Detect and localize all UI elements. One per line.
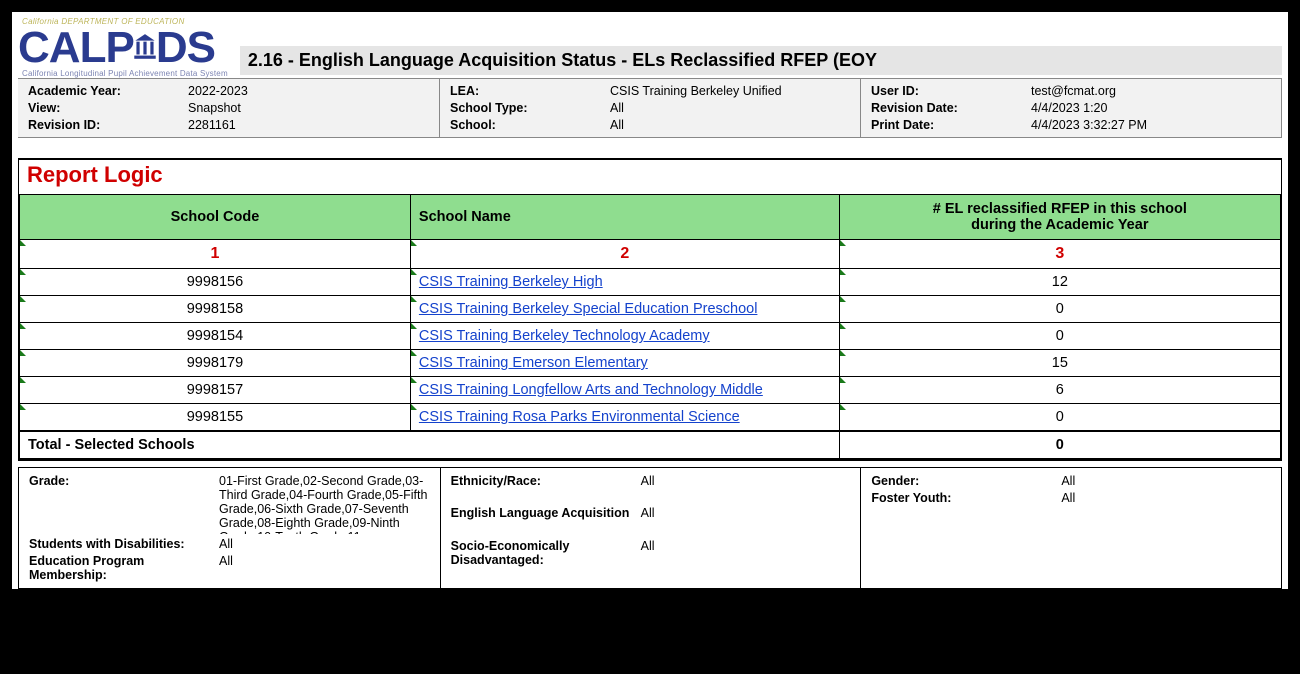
cell-school-code: 9998157 bbox=[20, 377, 411, 404]
filter-label: Students with Disabilities: bbox=[29, 537, 219, 551]
meta-value: test@fcmat.org bbox=[1031, 84, 1271, 98]
filter-value: 01-First Grade,02-Second Grade,03-Third … bbox=[219, 474, 430, 534]
report-metadata: Academic Year:2022-2023View:SnapshotRevi… bbox=[18, 78, 1282, 138]
meta-value: 4/4/2023 3:32:27 PM bbox=[1031, 118, 1271, 132]
table-total-row: Total - Selected Schools 0 bbox=[20, 431, 1281, 459]
building-icon bbox=[132, 32, 158, 62]
meta-label: School: bbox=[450, 118, 610, 132]
filter-value: All bbox=[1061, 491, 1271, 505]
total-label: Total - Selected Schools bbox=[20, 431, 840, 459]
filter-label: Education Program Membership: bbox=[29, 554, 219, 582]
meta-col-mid: LEA:CSIS Training Berkeley UnifiedSchool… bbox=[439, 79, 860, 137]
meta-label: User ID: bbox=[871, 84, 1031, 98]
filter-label: Foster Youth: bbox=[871, 491, 1061, 505]
filter-label: English Language Acquisition bbox=[451, 506, 641, 535]
filter-col-right: Gender:AllFoster Youth:All bbox=[860, 468, 1281, 588]
filter-value: All bbox=[1061, 474, 1271, 488]
colnum-1: 1 bbox=[20, 240, 411, 269]
section-heading: Report Logic bbox=[19, 160, 1281, 194]
filter-value: All bbox=[641, 474, 851, 503]
meta-value: CSIS Training Berkeley Unified bbox=[610, 84, 850, 98]
col-header-count: # EL reclassified RFEP in this schooldur… bbox=[839, 195, 1280, 240]
school-link[interactable]: CSIS Training Berkeley Special Education… bbox=[419, 301, 758, 317]
table-colnum-row: 1 2 3 bbox=[20, 240, 1281, 269]
filter-value: All bbox=[641, 506, 851, 535]
table-body: 9998156CSIS Training Berkeley High129998… bbox=[20, 269, 1281, 432]
school-link[interactable]: CSIS Training Berkeley High bbox=[419, 274, 603, 290]
total-value: 0 bbox=[839, 431, 1280, 459]
meta-value: 2022-2023 bbox=[188, 84, 429, 98]
table-header-row: School Code School Name # EL reclassifie… bbox=[20, 195, 1281, 240]
filter-label: Grade: bbox=[29, 474, 219, 534]
table-row: 9998154 CSIS Training Berkeley Technology… bbox=[20, 323, 1281, 350]
cell-school-code: 9998155 bbox=[20, 404, 411, 432]
meta-col-left: Academic Year:2022-2023View:SnapshotRevi… bbox=[18, 79, 439, 137]
meta-value: 4/4/2023 1:20 bbox=[1031, 101, 1271, 115]
school-link[interactable]: CSIS Training Berkeley Technology Academ… bbox=[419, 328, 710, 344]
cell-school-code: 9998158 bbox=[20, 296, 411, 323]
logo-main-text: CALP DS bbox=[18, 26, 228, 70]
cell-school-name: CSIS Training Berkeley Technology Academ… bbox=[410, 323, 839, 350]
filter-value: All bbox=[219, 537, 430, 551]
filter-col-mid: Ethnicity/Race:AllEnglish Language Acqui… bbox=[440, 468, 861, 588]
meta-label: Revision Date: bbox=[871, 101, 1031, 115]
colnum-2: 2 bbox=[410, 240, 839, 269]
cell-count: 6 bbox=[839, 377, 1280, 404]
filter-label: Ethnicity/Race: bbox=[451, 474, 641, 503]
cell-school-name: CSIS Training Berkeley Special Education… bbox=[410, 296, 839, 323]
table-row: 9998158 CSIS Training Berkeley Special Ed… bbox=[20, 296, 1281, 323]
cell-school-code: 9998179 bbox=[20, 350, 411, 377]
filter-summary: Grade:01-First Grade,02-Second Grade,03-… bbox=[18, 467, 1282, 589]
meta-col-right: User ID:test@fcmat.orgRevision Date:4/4/… bbox=[860, 79, 1281, 137]
filter-col-left: Grade:01-First Grade,02-Second Grade,03-… bbox=[19, 468, 440, 588]
cell-count: 15 bbox=[839, 350, 1280, 377]
meta-value: 2281161 bbox=[188, 118, 429, 132]
col-header-code: School Code bbox=[20, 195, 411, 240]
calpads-logo: California DEPARTMENT OF EDUCATION CALP … bbox=[18, 18, 228, 78]
filter-label: Gender: bbox=[871, 474, 1061, 488]
cell-count: 12 bbox=[839, 269, 1280, 296]
meta-label: Revision ID: bbox=[28, 118, 188, 132]
school-link[interactable]: CSIS Training Emerson Elementary bbox=[419, 355, 648, 371]
cell-count: 0 bbox=[839, 323, 1280, 350]
col-header-name: School Name bbox=[410, 195, 839, 240]
report-logic-section: Report Logic School Code School Name # E… bbox=[18, 158, 1282, 461]
colnum-3: 3 bbox=[839, 240, 1280, 269]
meta-label: View: bbox=[28, 101, 188, 115]
cell-count: 0 bbox=[839, 404, 1280, 432]
filter-label: Socio-Economically Disadvantaged: bbox=[451, 539, 641, 582]
cell-count: 0 bbox=[839, 296, 1280, 323]
filter-value: All bbox=[641, 539, 851, 582]
table-row: 9998155 CSIS Training Rosa Parks Environm… bbox=[20, 404, 1281, 432]
school-link[interactable]: CSIS Training Rosa Parks Environmental S… bbox=[419, 409, 740, 425]
meta-value: All bbox=[610, 118, 850, 132]
cell-school-code: 9998156 bbox=[20, 269, 411, 296]
report-title: 2.16 - English Language Acquisition Stat… bbox=[240, 46, 1282, 75]
cell-school-name: CSIS Training Longfellow Arts and Techno… bbox=[410, 377, 839, 404]
meta-label: LEA: bbox=[450, 84, 610, 98]
table-row: 9998156 CSIS Training Berkeley High 12 bbox=[20, 269, 1281, 296]
table-row: 9998179 CSIS Training Emerson Elementary 1… bbox=[20, 350, 1281, 377]
meta-label: Print Date: bbox=[871, 118, 1031, 132]
school-link[interactable]: CSIS Training Longfellow Arts and Techno… bbox=[419, 382, 763, 398]
meta-label: Academic Year: bbox=[28, 84, 188, 98]
meta-value: All bbox=[610, 101, 850, 115]
cell-school-name: CSIS Training Berkeley High bbox=[410, 269, 839, 296]
cell-school-code: 9998154 bbox=[20, 323, 411, 350]
school-data-table: School Code School Name # EL reclassifie… bbox=[19, 194, 1281, 460]
cell-school-name: CSIS Training Emerson Elementary bbox=[410, 350, 839, 377]
table-row: 9998157 CSIS Training Longfellow Arts and… bbox=[20, 377, 1281, 404]
meta-label: School Type: bbox=[450, 101, 610, 115]
meta-value: Snapshot bbox=[188, 101, 429, 115]
report-page: California DEPARTMENT OF EDUCATION CALP … bbox=[10, 10, 1290, 591]
logo-sub-text: California Longitudinal Pupil Achievemen… bbox=[18, 70, 228, 78]
cell-school-name: CSIS Training Rosa Parks Environmental S… bbox=[410, 404, 839, 432]
filter-value: All bbox=[219, 554, 430, 582]
header-row: California DEPARTMENT OF EDUCATION CALP … bbox=[14, 14, 1286, 78]
